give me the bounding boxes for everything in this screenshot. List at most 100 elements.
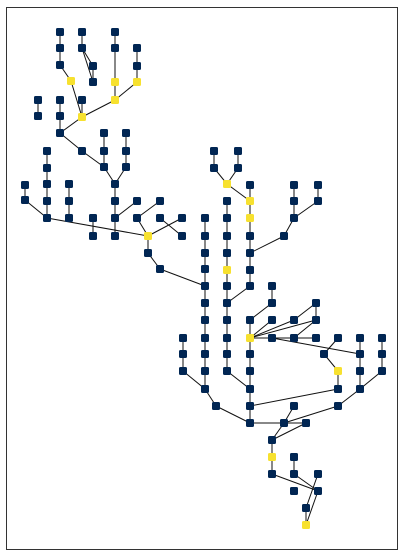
- tree-edge: [305, 490, 319, 526]
- tree-node: [268, 316, 276, 324]
- tree-edge: [249, 319, 295, 339]
- tree-edge: [159, 268, 206, 287]
- tree-edge: [293, 200, 319, 219]
- tree-node: [56, 129, 64, 137]
- tree-node: [290, 453, 298, 461]
- tree-node: [65, 197, 73, 205]
- tree-node: [312, 299, 320, 307]
- tree-node: [290, 214, 298, 222]
- tree-node: [356, 334, 364, 342]
- tree-node-highlighted: [268, 453, 276, 461]
- tree-node-highlighted: [334, 367, 342, 375]
- tree-node: [56, 112, 64, 120]
- tree-node: [133, 44, 141, 52]
- tree-node: [246, 350, 254, 358]
- tree-node: [268, 299, 276, 307]
- tree-node-highlighted: [78, 113, 86, 121]
- tree-node: [378, 367, 386, 375]
- tree-node: [21, 196, 29, 204]
- tree-node: [268, 436, 276, 444]
- tree-node: [122, 147, 130, 155]
- tree-node: [246, 232, 254, 240]
- tree-node: [246, 367, 254, 375]
- tree-node: [223, 282, 231, 290]
- tree-node: [290, 197, 298, 205]
- tree-node: [179, 334, 187, 342]
- tree-node-highlighted: [111, 78, 119, 86]
- tree-node: [111, 197, 119, 205]
- tree-node: [223, 334, 231, 342]
- tree-node: [246, 316, 254, 324]
- tree-edge: [283, 405, 339, 424]
- tree-node: [78, 96, 86, 104]
- tree-node: [246, 282, 254, 290]
- tree-node: [201, 334, 209, 342]
- tree-node: [223, 249, 231, 257]
- tree-node: [246, 249, 254, 257]
- tree-node: [223, 367, 231, 375]
- tree-edge: [271, 473, 319, 492]
- tree-node: [356, 385, 364, 393]
- tree-node: [246, 402, 254, 410]
- tree-node: [144, 249, 152, 257]
- tree-node: [378, 350, 386, 358]
- tree-node: [223, 214, 231, 222]
- tree-node: [314, 181, 322, 189]
- tree-node: [122, 163, 130, 171]
- tree-node: [89, 214, 97, 222]
- tree-node: [314, 470, 322, 478]
- tree-edge: [249, 388, 339, 407]
- tree-node-highlighted: [144, 232, 152, 240]
- tree-node: [290, 181, 298, 189]
- tree-node-highlighted: [223, 180, 231, 188]
- tree-node: [280, 419, 288, 427]
- tree-node: [111, 28, 119, 36]
- tree-node: [246, 385, 254, 393]
- tree-node: [56, 44, 64, 52]
- tree-node-highlighted: [67, 77, 75, 85]
- tree-node: [89, 78, 97, 86]
- tree-node: [290, 316, 298, 324]
- tree-edge: [147, 217, 183, 237]
- tree-node: [111, 180, 119, 188]
- tree-node-highlighted: [133, 78, 141, 86]
- tree-node-highlighted: [246, 334, 254, 342]
- tree-edge: [305, 473, 319, 509]
- tree-node: [334, 402, 342, 410]
- tree-node: [223, 316, 231, 324]
- tree-node: [156, 265, 164, 273]
- tree-node: [89, 232, 97, 240]
- tree-node: [268, 470, 276, 478]
- tree-node: [43, 197, 51, 205]
- tree-node: [201, 232, 209, 240]
- tree-node: [178, 214, 186, 222]
- tree-node: [56, 61, 64, 69]
- tree-node: [111, 44, 119, 52]
- tree-node: [210, 164, 218, 172]
- tree-node: [246, 181, 254, 189]
- tree-node: [179, 350, 187, 358]
- tree-node: [212, 402, 220, 410]
- tree-node: [65, 180, 73, 188]
- tree-node: [302, 504, 310, 512]
- tree-node: [201, 385, 209, 393]
- tree-node-highlighted: [302, 521, 310, 529]
- tree-node: [178, 232, 186, 240]
- tree-node: [43, 164, 51, 172]
- tree-node: [223, 197, 231, 205]
- tree-node: [314, 197, 322, 205]
- tree-node-highlighted: [246, 197, 254, 205]
- tree-node: [356, 367, 364, 375]
- tree-node: [334, 334, 342, 342]
- tree-node: [320, 350, 328, 358]
- tree-node: [201, 249, 209, 257]
- tree-node: [43, 147, 51, 155]
- tree-node: [312, 334, 320, 342]
- tree-node: [201, 367, 209, 375]
- tree-node: [43, 214, 51, 222]
- tree-node: [290, 487, 298, 495]
- tree-node: [378, 334, 386, 342]
- tree-node: [78, 28, 86, 36]
- tree-node: [356, 350, 364, 358]
- tree-node: [201, 299, 209, 307]
